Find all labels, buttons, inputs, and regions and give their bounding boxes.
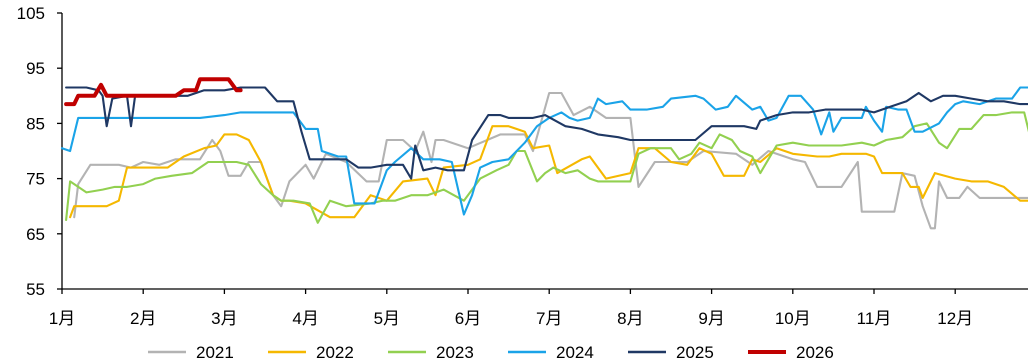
legend-label-2024: 2024 bbox=[556, 343, 594, 362]
y-tick-label: 65 bbox=[26, 225, 45, 244]
series-line-2023 bbox=[66, 112, 1028, 222]
x-tick-label: 11月 bbox=[857, 309, 892, 328]
legend-label-2021: 2021 bbox=[196, 343, 234, 362]
x-axis bbox=[62, 289, 1028, 294]
x-tick-label: 7月 bbox=[536, 309, 562, 328]
x-tick-label: 2月 bbox=[130, 309, 156, 328]
y-axis bbox=[57, 13, 62, 289]
y-tick-label: 95 bbox=[26, 59, 45, 78]
legend-label-2023: 2023 bbox=[436, 343, 474, 362]
x-tick-label: 10月 bbox=[775, 309, 811, 328]
y-tick-label: 75 bbox=[26, 170, 45, 189]
y-tick-labels: 55 65 75 85 95 105 bbox=[17, 4, 45, 299]
legend: 2021 2022 2023 2024 2025 2026 bbox=[148, 343, 834, 362]
series-lines bbox=[62, 79, 1028, 228]
x-tick-label: 3月 bbox=[211, 309, 237, 328]
legend-label-2026: 2026 bbox=[796, 343, 834, 362]
legend-label-2025: 2025 bbox=[676, 343, 714, 362]
x-tick-label: 12月 bbox=[937, 309, 973, 328]
x-tick-label: 6月 bbox=[455, 309, 481, 328]
series-line-2026 bbox=[66, 79, 241, 104]
x-tick-label: 5月 bbox=[374, 309, 400, 328]
x-tick-label: 8月 bbox=[617, 309, 643, 328]
legend-label-2022: 2022 bbox=[316, 343, 354, 362]
y-tick-label: 55 bbox=[26, 280, 45, 299]
y-tick-label: 105 bbox=[17, 4, 45, 23]
x-tick-labels: 1月 2月 3月 4月 5月 6月 7月 8月 9月 10月 11月 12月 bbox=[49, 309, 973, 328]
x-tick-label: 1月 bbox=[49, 309, 75, 328]
y-tick-label: 85 bbox=[26, 114, 45, 133]
x-tick-label: 9月 bbox=[698, 309, 724, 328]
x-tick-label: 4月 bbox=[292, 309, 318, 328]
